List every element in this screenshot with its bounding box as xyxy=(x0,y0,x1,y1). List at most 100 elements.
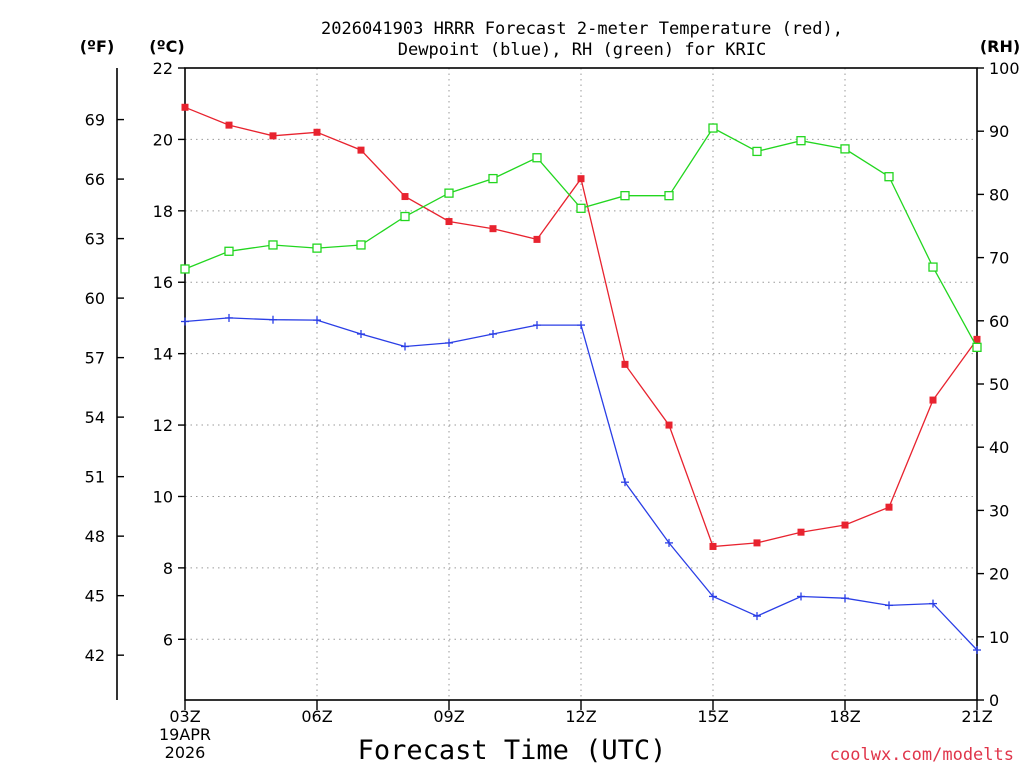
rh-tick-label: 100 xyxy=(989,59,1020,78)
dewpoint-point xyxy=(841,594,849,603)
rh-point xyxy=(576,203,586,213)
fahrenheit-tick-label: 66 xyxy=(85,170,105,189)
fahrenheit-tick-label: 63 xyxy=(85,230,105,249)
temperature-point xyxy=(357,146,365,154)
temperature-point xyxy=(445,218,453,226)
rh-point xyxy=(400,211,410,222)
dewpoint-point xyxy=(313,316,321,325)
rh-point xyxy=(796,136,806,146)
celsius-tick-label: 8 xyxy=(163,559,173,578)
dewpoint-point xyxy=(489,330,497,339)
rh-point xyxy=(840,144,850,154)
dewpoint-point xyxy=(269,315,277,324)
celsius-tick-label: 22 xyxy=(153,59,173,78)
temperature-point xyxy=(401,193,409,201)
rh-point xyxy=(620,191,630,201)
rh-point xyxy=(356,240,366,250)
rh-line xyxy=(184,127,978,348)
rh-tick-label: 70 xyxy=(989,249,1009,268)
rh-tick-label: 40 xyxy=(989,438,1009,457)
dewpoint-point xyxy=(885,601,893,610)
fahrenheit-tick-label: 42 xyxy=(85,646,105,665)
rh-point xyxy=(488,173,498,184)
temperature-point xyxy=(665,421,673,429)
chart-title-line1: 2026041903 HRRR Forecast 2-meter Tempera… xyxy=(321,19,843,39)
rh-point xyxy=(180,264,190,274)
ticks-layer: 03Z 06Z 09Z 12Z 15Z 18Z 21Z 6 8 10 12 14 16 18 20 22 42 4… xyxy=(85,59,1020,726)
celsius-tick-label: 10 xyxy=(153,487,173,506)
dewpoint-point xyxy=(753,612,761,621)
rh-point xyxy=(312,243,322,253)
celsius-unit-label: (ºC) xyxy=(149,37,184,56)
celsius-tick-label: 16 xyxy=(153,273,173,292)
celsius-tick-label: 6 xyxy=(163,630,173,649)
rh-tick-label: 50 xyxy=(989,375,1009,394)
rh-point xyxy=(752,146,762,157)
rh-point xyxy=(972,342,982,352)
dewpoint-point xyxy=(797,592,805,601)
celsius-tick-label: 14 xyxy=(153,345,173,364)
temperature-point xyxy=(489,225,497,233)
dewpoint-point xyxy=(621,478,629,487)
temperature-point xyxy=(753,539,761,547)
celsius-tick-label: 20 xyxy=(153,130,173,149)
temperature-point xyxy=(929,396,937,404)
rh-point xyxy=(664,191,674,201)
dewpoint-point xyxy=(709,592,717,601)
axes-layer xyxy=(116,67,978,701)
celsius-tick-label: 18 xyxy=(153,202,173,221)
rh-point xyxy=(884,172,894,182)
x-tick-label: 06Z xyxy=(301,707,332,726)
fahrenheit-tick-label: 60 xyxy=(85,289,105,308)
rh-tick-label: 20 xyxy=(989,565,1009,584)
rh-tick-label: 30 xyxy=(989,501,1009,520)
rh-point xyxy=(708,123,718,133)
dewpoint-point xyxy=(973,646,981,655)
temperature-point xyxy=(533,235,541,243)
rh-point xyxy=(224,246,234,256)
x-tick-label: 12Z xyxy=(565,707,596,726)
rh-tick-label: 60 xyxy=(989,312,1009,331)
temperature-point xyxy=(181,103,189,111)
temperature-point xyxy=(841,521,849,529)
dewpoint-point xyxy=(401,342,409,351)
date-label-day: 19APR xyxy=(159,725,211,744)
temperature-point xyxy=(973,335,981,343)
dewpoint-line xyxy=(184,317,978,651)
temperature-point xyxy=(577,175,585,183)
x-tick-label: 03Z xyxy=(169,707,200,726)
dewpoint-point xyxy=(181,317,189,326)
fahrenheit-tick-label: 57 xyxy=(85,349,105,368)
rh-tick-label: 0 xyxy=(989,691,999,710)
rh-tick-label: 80 xyxy=(989,185,1009,204)
temperature-point xyxy=(621,360,629,368)
temperature-point xyxy=(225,121,233,129)
chart-title-line2: Dewpoint (blue), RH (green) for KRIC xyxy=(398,40,766,60)
x-tick-label: 09Z xyxy=(433,707,464,726)
dewpoint-point xyxy=(445,338,453,347)
fahrenheit-tick-label: 54 xyxy=(85,408,105,427)
date-label-year: 2026 xyxy=(165,743,206,762)
temperature-point xyxy=(709,542,717,550)
temperature-point xyxy=(885,503,893,511)
rh-point xyxy=(928,262,938,272)
fahrenheit-unit-label: (ºF) xyxy=(80,37,115,56)
x-tick-label: 21Z xyxy=(961,707,992,726)
fahrenheit-tick-label: 45 xyxy=(85,587,105,606)
rh-point xyxy=(268,240,278,250)
temperature-point xyxy=(313,128,321,136)
dewpoint-point xyxy=(225,313,233,322)
x-axis-label: Forecast Time (UTC) xyxy=(358,735,667,766)
rh-unit-label: (RH) xyxy=(980,37,1020,56)
x-tick-label: 15Z xyxy=(697,707,728,726)
rh-tick-label: 90 xyxy=(989,122,1009,141)
grid-layer xyxy=(185,68,977,700)
rh-tick-label: 10 xyxy=(989,628,1009,647)
dewpoint-point xyxy=(357,330,365,339)
credit-text: coolwx.com/modelts xyxy=(830,745,1014,765)
rh-point xyxy=(532,153,542,163)
rh-point xyxy=(444,188,454,198)
fahrenheit-tick-label: 69 xyxy=(85,111,105,130)
temperature-point xyxy=(269,132,277,140)
